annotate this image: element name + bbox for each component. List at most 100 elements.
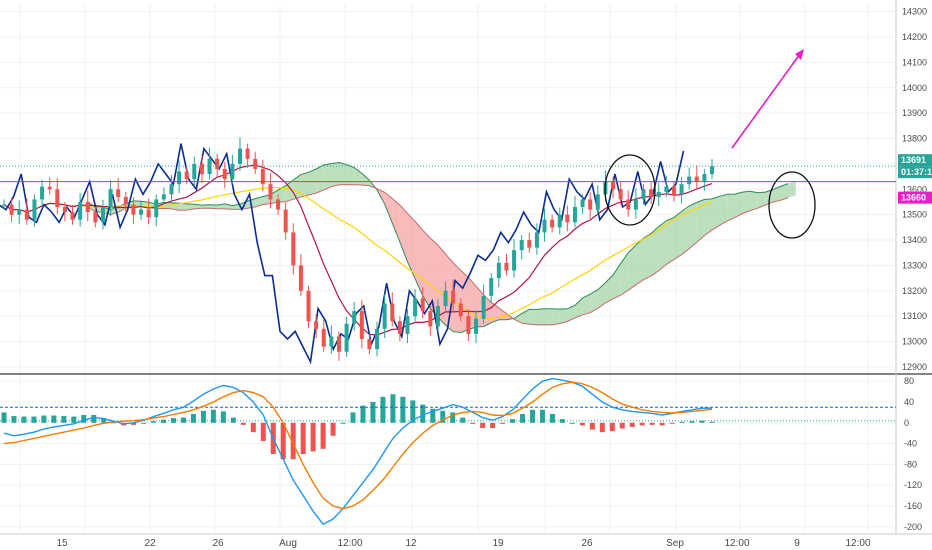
grid-lines (0, 4, 896, 532)
candle-body (291, 232, 296, 266)
date-tick-label: 22 (144, 538, 156, 549)
histogram-bar (21, 416, 27, 423)
cloud-segment (689, 202, 697, 249)
histogram-bar (91, 415, 97, 423)
cloud-segment (255, 196, 263, 207)
candle-body (9, 204, 14, 215)
histogram-bar (639, 422, 645, 426)
histogram-bar (190, 413, 196, 423)
date-tick-label: 12 (405, 538, 417, 549)
cloud-segment (574, 298, 583, 318)
candle-body (420, 298, 425, 312)
candle-body (78, 201, 83, 220)
candle-body (184, 171, 189, 180)
candle-body (359, 311, 364, 340)
cloud-segment (179, 203, 187, 211)
histogram-bar (320, 422, 326, 449)
cloud-segment (323, 163, 332, 190)
candle-body (47, 186, 52, 190)
candle-body (397, 321, 402, 334)
oscillator-tick-label: 0 (904, 418, 909, 428)
candle-body (260, 168, 265, 185)
cloud-segment (430, 238, 438, 318)
countdown-tag-bg (898, 166, 932, 179)
countdown-tag: 01:37:15 (901, 167, 932, 177)
histogram-bar (589, 422, 595, 430)
cloud-segment (673, 211, 682, 260)
histogram-bar (659, 422, 665, 426)
date-tick-label: 19 (492, 538, 504, 549)
cloud-segment (582, 294, 591, 315)
date-tick-label: 12:00 (845, 538, 870, 549)
candle-body (329, 336, 334, 347)
histogram-bar (161, 419, 167, 423)
candle-body (474, 318, 478, 334)
histogram-bar (669, 422, 675, 424)
histogram-bar (81, 415, 87, 423)
histogram-bar (470, 422, 476, 424)
cloud-segment (529, 309, 537, 325)
oscillator-tick-label: 40 (904, 397, 914, 407)
candle-body (298, 265, 303, 291)
histogram-bar (430, 408, 436, 423)
histogram-bar (510, 419, 516, 423)
oscillator-tick-label: 80 (904, 376, 914, 386)
oscillator-tick-label: -200 (904, 522, 922, 532)
cloud-segment (278, 185, 286, 203)
candle-body (306, 290, 311, 322)
histogram-bar (380, 396, 386, 423)
histogram-bar (31, 416, 37, 423)
candle-body (154, 199, 159, 218)
date-tick-label: Aug (279, 538, 297, 549)
cloud-segment (392, 198, 400, 243)
cloud-segment (552, 308, 560, 325)
histogram-bar (679, 421, 685, 423)
candle-body (580, 199, 585, 208)
candle-body (458, 303, 463, 317)
price-tick-label: 13200 (902, 286, 927, 296)
oscillator-axis: 80 40 0 -40 -80 -120 -160 -200 (904, 376, 922, 532)
candle-body (611, 181, 616, 190)
histogram-bar (400, 396, 406, 423)
histogram-bar (559, 419, 565, 423)
candle-body (139, 209, 144, 215)
histogram-bar (180, 417, 186, 423)
annotation-circle (604, 154, 656, 226)
candle-body (40, 186, 45, 200)
candle-body (557, 214, 562, 228)
candle-body (123, 196, 128, 205)
tenkan-sen-line (3, 164, 713, 336)
cloud-segment (338, 162, 347, 185)
candle-body (283, 209, 288, 233)
candle-body (428, 311, 433, 327)
cloud-segment (658, 220, 667, 271)
candle-body (276, 199, 281, 210)
cloud-segment (186, 203, 195, 211)
cloud-segment (628, 245, 636, 291)
histogram-bar (210, 409, 216, 423)
histogram-bar (370, 402, 376, 423)
histogram-bar (141, 422, 147, 424)
candle-body (230, 163, 235, 180)
cloud-segment (696, 199, 705, 243)
histogram-bar (440, 410, 446, 423)
candle-body (352, 311, 357, 324)
candle-body (131, 204, 136, 215)
oscillator-tick-label: -80 (904, 459, 917, 469)
price-tick-label: 13900 (902, 108, 927, 118)
histogram-bar (689, 421, 695, 423)
oscillator-tick-label: -160 (904, 501, 922, 511)
price-tick-label: 13000 (902, 337, 927, 347)
histogram-bar (649, 422, 655, 425)
candle-body (222, 168, 227, 180)
candle-body (24, 209, 29, 220)
candle-body (207, 158, 212, 175)
histogram-bar (340, 422, 346, 424)
candle-body (253, 158, 258, 169)
price-tick-label: 13800 (902, 134, 927, 144)
histogram-bar (450, 412, 456, 423)
cloud-segment (681, 205, 690, 255)
histogram-bar (290, 422, 296, 460)
candle-body (481, 295, 486, 319)
